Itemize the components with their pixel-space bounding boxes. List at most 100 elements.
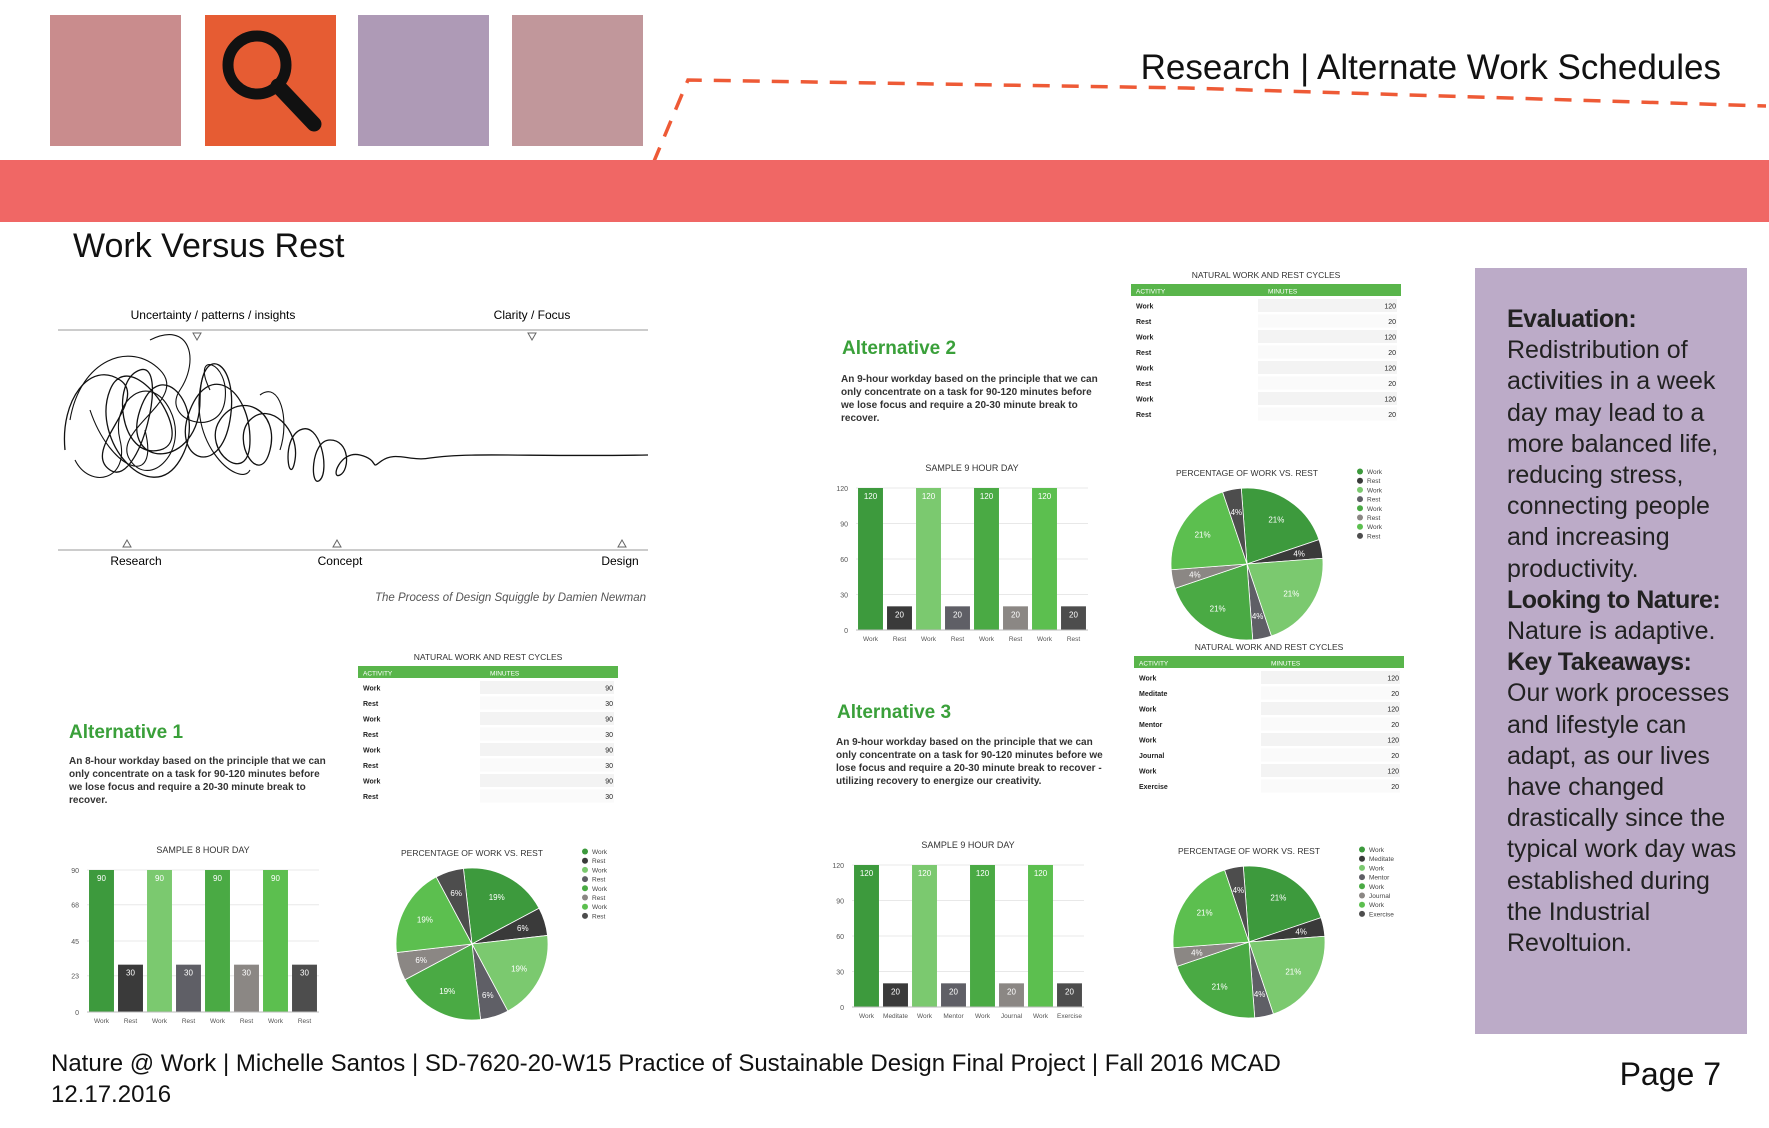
table-cell-bg <box>1258 376 1397 390</box>
table-cell-minutes: 30 <box>605 763 613 770</box>
bar <box>945 606 970 630</box>
magnifier-icon <box>222 30 322 132</box>
table-cell-activity: Journal <box>1139 753 1164 760</box>
bar-value-label: 20 <box>891 987 900 996</box>
pie-slice-label: 4% <box>1191 949 1203 958</box>
bar <box>941 983 966 1007</box>
legend-entry: Rest <box>1367 497 1381 504</box>
pie-slice <box>404 943 482 1020</box>
page-title: Research | Alternate Work Schedules <box>1140 48 1721 87</box>
legend-swatch <box>1357 523 1363 530</box>
y-tick-label: 120 <box>836 486 848 493</box>
bar <box>970 865 995 1007</box>
legend-swatch <box>1359 910 1365 917</box>
y-tick-label: 90 <box>840 522 848 529</box>
page-number: Page 7 <box>1619 1056 1721 1092</box>
x-tick-label: Rest <box>298 1018 312 1025</box>
pie-slice-label: 21% <box>1270 894 1286 903</box>
legend-swatch <box>1359 846 1365 853</box>
x-tick-label: Journal <box>1001 1013 1023 1020</box>
legend-swatch <box>582 866 588 873</box>
x-tick-label: Rest <box>893 636 907 643</box>
y-tick-label: 0 <box>840 1005 844 1012</box>
table-cell-activity: Rest <box>1136 319 1152 326</box>
table-cell-minutes: 30 <box>605 794 613 801</box>
legend-entry: Work <box>1369 847 1385 854</box>
pie-slice <box>1222 487 1248 565</box>
squiggle-label-design: Design <box>601 554 638 568</box>
nature-text: Nature is adaptive. <box>1507 617 1716 646</box>
chart-title: PERCENTAGE OF WORK VS. REST <box>401 848 543 858</box>
y-tick-label: 30 <box>840 593 848 600</box>
legend-swatch <box>582 894 588 901</box>
bar-value-label: 20 <box>949 987 958 996</box>
pie-slice <box>1172 869 1250 949</box>
bar-value-label: 20 <box>1011 610 1020 619</box>
pie-slice-label: 21% <box>1210 604 1226 613</box>
bar <box>89 870 114 1012</box>
legend-swatch <box>1359 874 1365 881</box>
bar-value-label: 30 <box>126 969 135 978</box>
pie-slice <box>1240 487 1320 565</box>
table-cell-activity: Work <box>363 779 380 786</box>
legend-entry: Mentor <box>1369 875 1390 882</box>
table-cell-bg <box>1261 779 1400 793</box>
bar <box>1061 606 1086 630</box>
table-cell-minutes: 20 <box>1388 319 1396 326</box>
pie-slice <box>1224 865 1250 943</box>
legend-entry: Work <box>1367 487 1383 494</box>
legend-entry: Journal <box>1369 893 1391 900</box>
alt3-cycles-table: NATURAL WORK AND REST CYCLES ACTIVITY MINU… <box>1134 642 1404 793</box>
bar <box>263 870 288 1012</box>
pie-slice-label: 6% <box>450 889 462 898</box>
table-cell-activity: Work <box>363 717 380 724</box>
x-tick-label: Work <box>921 636 937 643</box>
pie-slice-label: 21% <box>1197 909 1213 918</box>
bar <box>974 488 999 630</box>
alt2-title: Alternative 2 <box>842 338 957 359</box>
table-cell-minutes: 120 <box>1387 676 1399 683</box>
legend-swatch <box>582 903 588 910</box>
pie-slice <box>1246 557 1324 637</box>
footer-date: 12.17.2016 <box>51 1081 172 1108</box>
table-cell-bg <box>480 727 614 741</box>
y-tick-label: 0 <box>75 1010 79 1017</box>
pie-slice-label: 19% <box>439 987 455 996</box>
table-cell-activity: Rest <box>1136 412 1152 419</box>
legend-entry: Exercise <box>1369 911 1394 918</box>
table-cell-activity: Work <box>363 748 380 755</box>
pie-slice-label: 21% <box>1285 967 1301 976</box>
pie-slice-label: 4% <box>1252 612 1264 621</box>
bar <box>176 964 201 1012</box>
bar-value-label: 30 <box>184 969 193 978</box>
chart-title: SAMPLE 9 HOUR DAY <box>925 463 1018 473</box>
table-header-minutes: MINUTES <box>1268 289 1298 296</box>
legend-entry: Work <box>1367 524 1383 531</box>
pie-slice-label: 4% <box>1233 886 1245 895</box>
bar-value-label: 120 <box>976 869 990 878</box>
table-cell-minutes: 120 <box>1387 769 1399 776</box>
chart-title: SAMPLE 8 HOUR DAY <box>156 845 249 855</box>
table-cell-bg <box>480 789 614 803</box>
legend-swatch <box>1357 505 1363 512</box>
bar <box>1032 488 1057 630</box>
table-cell-bg <box>1258 314 1397 328</box>
bar-value-label: 120 <box>922 492 936 501</box>
bar <box>912 865 937 1007</box>
x-tick-label: Rest <box>124 1018 138 1025</box>
bar <box>205 870 230 1012</box>
legend-entry: Work <box>1367 469 1383 476</box>
bar <box>234 964 259 1012</box>
table-cell-minutes: 90 <box>605 748 613 755</box>
legend-entry: Work <box>592 904 608 911</box>
table-cell-bg <box>1261 702 1400 715</box>
alt1-bar-chart: SAMPLE 8 HOUR DAY 0 23 45 68 90 90 Work 30 Rest 90… <box>71 845 319 1025</box>
bar-value-label: 120 <box>980 492 994 501</box>
table-cell-minutes: 20 <box>1388 381 1396 388</box>
x-tick-label: Work <box>917 1013 933 1020</box>
squiggle-caption: The Process of Design Squiggle by Damien… <box>375 592 646 604</box>
legend-entry: Work <box>592 849 608 856</box>
table-cell-activity: Rest <box>363 701 379 708</box>
table-cell-bg <box>480 712 614 725</box>
table-cell-minutes: 120 <box>1387 707 1399 714</box>
